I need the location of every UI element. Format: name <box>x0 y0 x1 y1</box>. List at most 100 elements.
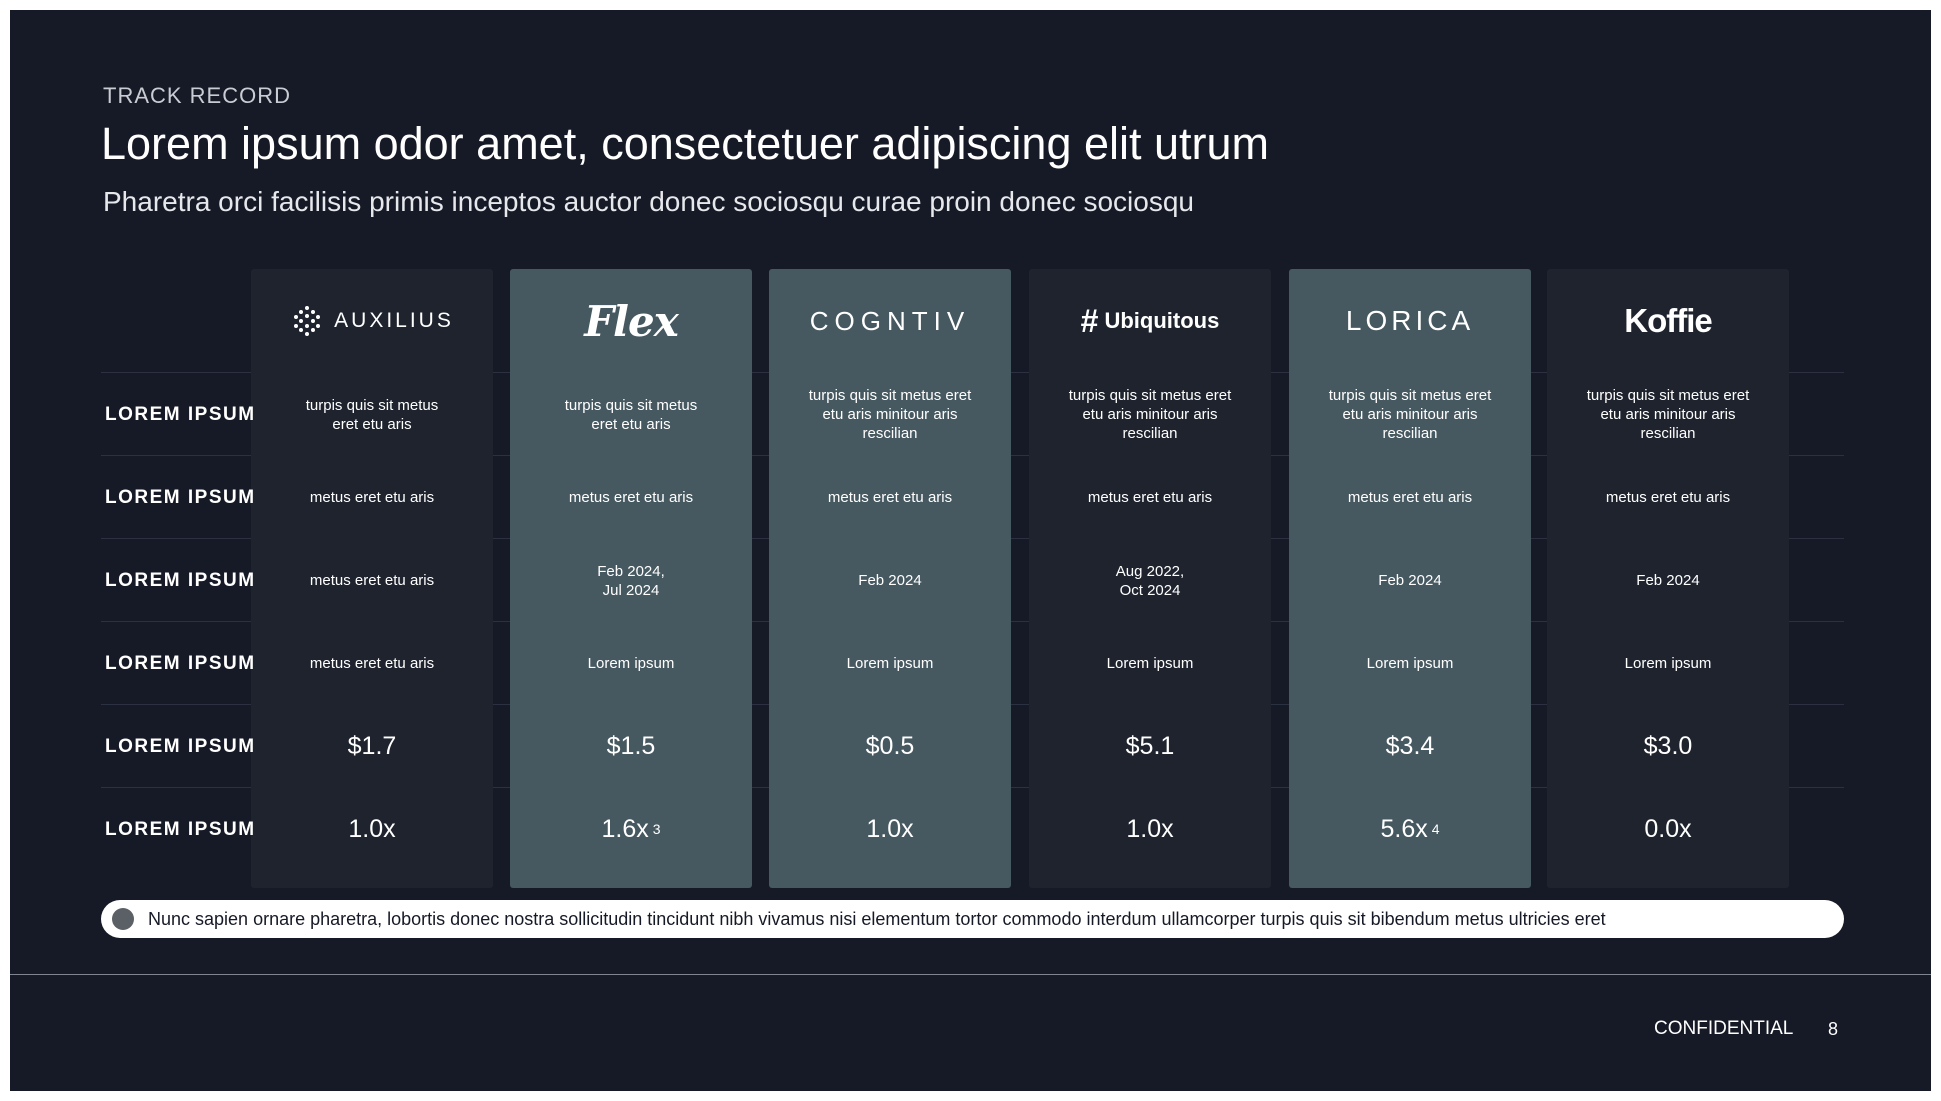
table-cell: $1.5 <box>520 705 742 788</box>
cell-value: Feb 2024, Jul 2024 <box>597 562 665 599</box>
table-cell: turpis quis sit metus eret etu aris mini… <box>1039 373 1261 456</box>
cell-value: Lorem ipsum <box>846 655 934 672</box>
cell-value: metus eret etu aris <box>309 572 435 589</box>
table-cell: metus eret etu aris <box>779 456 1001 539</box>
track-record-table: AUXILIUS turpis quis sit metus eret etu … <box>101 269 1844 888</box>
table-cell: 1.0x <box>1039 788 1261 871</box>
cell-value: $1.5 <box>606 732 656 760</box>
row-label: LOREM IPSUM <box>105 403 256 425</box>
table-cell: turpis quis sit metus eret etu aris mini… <box>1557 373 1779 456</box>
table-cell: Feb 2024 <box>1299 539 1521 622</box>
hexagon-dots-icon <box>294 306 321 336</box>
footnote-marker: 4 <box>1431 821 1440 837</box>
logo-text: COGNTIV <box>809 305 971 336</box>
cell-value: Feb 2024 <box>1636 572 1700 589</box>
logo-text: LORICA <box>1345 305 1475 336</box>
table-cell: metus eret etu aris <box>520 456 742 539</box>
table-cell: turpis quis sit metus eret etu aris mini… <box>1299 373 1521 456</box>
table-cell: Lorem ipsum <box>779 622 1001 705</box>
footnote-banner: Nunc sapien ornare pharetra, lobortis do… <box>101 900 1844 938</box>
cell-value: 0.0x <box>1644 815 1692 843</box>
cell-value: turpis quis sit metus eret etu aris mini… <box>1068 387 1232 442</box>
table-cell: $1.7 <box>261 705 483 788</box>
table-cell: turpis quis sit metus eret etu aris <box>520 373 742 456</box>
logo-auxilius: AUXILIUS <box>251 269 493 373</box>
table-cell: metus eret etu aris <box>1299 456 1521 539</box>
logo-flex: Flex <box>510 269 752 373</box>
cell-value: $3.0 <box>1643 732 1693 760</box>
table-cell: metus eret etu aris <box>1557 456 1779 539</box>
logo-text: Flex <box>584 296 679 346</box>
column-flex: Flex turpis quis sit metus eret etu aris… <box>510 269 752 888</box>
row-label: LOREM IPSUM <box>105 652 256 674</box>
column-lorica: LORICA turpis quis sit metus eret etu ar… <box>1289 269 1531 888</box>
table-cell: Lorem ipsum <box>520 622 742 705</box>
column-cogntiv: COGNTIV turpis quis sit metus eret etu a… <box>769 269 1011 888</box>
logo-text: AUXILIUS <box>334 309 454 332</box>
row-label: LOREM IPSUM <box>105 735 256 757</box>
cell-value: Feb 2024 <box>1378 572 1442 589</box>
cell-value: Feb 2024 <box>858 572 922 589</box>
cell-value: $1.7 <box>347 732 397 760</box>
table-cell: $5.1 <box>1039 705 1261 788</box>
table-cell: 1.0x <box>261 788 483 871</box>
cell-value: Lorem ipsum <box>587 655 675 672</box>
cell-value: metus eret etu aris <box>309 655 435 672</box>
cell-value: metus eret etu aris <box>827 489 953 506</box>
cell-value: Aug 2022, Oct 2024 <box>1115 562 1185 599</box>
logo-koffie: Koffie <box>1547 269 1789 373</box>
cell-value: Lorem ipsum <box>1106 655 1194 672</box>
table-cell: 5.6x 4 <box>1299 788 1521 871</box>
table-cell: 1.6x 3 <box>520 788 742 871</box>
footnote-text: Nunc sapien ornare pharetra, lobortis do… <box>148 908 1606 929</box>
cell-value: turpis quis sit metus eret etu aris mini… <box>808 387 972 442</box>
cell-value: $3.4 <box>1385 732 1435 760</box>
page-subtitle: Pharetra orci facilisis primis inceptos … <box>103 186 1194 217</box>
cell-value: $0.5 <box>865 732 915 760</box>
logo-ubiquitous: # Ubiquitous <box>1029 269 1271 373</box>
table-cell: turpis quis sit metus eret etu aris mini… <box>779 373 1001 456</box>
table-cell: Lorem ipsum <box>1299 622 1521 705</box>
table-cell: $0.5 <box>779 705 1001 788</box>
table-cell: Feb 2024, Jul 2024 <box>520 539 742 622</box>
footnote-marker: 3 <box>652 821 661 837</box>
table-cell: metus eret etu aris <box>261 456 483 539</box>
table-cell: $3.4 <box>1299 705 1521 788</box>
slide: TRACK RECORD Lorem ipsum odor amet, cons… <box>10 10 1931 1091</box>
page-title: Lorem ipsum odor amet, consectetuer adip… <box>101 118 1270 169</box>
table-cell: 1.0x <box>779 788 1001 871</box>
cell-value: $5.1 <box>1125 732 1175 760</box>
table-cell: turpis quis sit metus eret etu aris <box>261 373 483 456</box>
column-auxilius: AUXILIUS turpis quis sit metus eret etu … <box>251 269 493 888</box>
table-cell: metus eret etu aris <box>261 539 483 622</box>
cell-value: turpis quis sit metus eret etu aris <box>564 396 698 433</box>
column-koffie: Koffie turpis quis sit metus eret etu ar… <box>1547 269 1789 888</box>
cell-value: metus eret etu aris <box>1347 489 1473 506</box>
row-label: LOREM IPSUM <box>105 818 256 840</box>
table-cell: metus eret etu aris <box>1039 456 1261 539</box>
cell-value: 1.0x <box>348 815 396 843</box>
page-number: 8 <box>1828 1019 1839 1039</box>
column-ubiquitous: # Ubiquitous turpis quis sit metus eret … <box>1029 269 1271 888</box>
logo-cogntiv: COGNTIV <box>769 269 1011 373</box>
eyebrow-label: TRACK RECORD <box>103 83 292 108</box>
table-cell: Lorem ipsum <box>1039 622 1261 705</box>
cell-value: turpis quis sit metus eret etu aris <box>305 396 439 433</box>
cell-value: metus eret etu aris <box>1087 489 1213 506</box>
bullet-dot-icon <box>112 908 134 930</box>
confidential-label: CONFIDENTIAL <box>1654 1018 1794 1039</box>
cell-value: metus eret etu aris <box>568 489 694 506</box>
cell-value: 1.0x <box>1126 815 1174 843</box>
cell-value: turpis quis sit metus eret etu aris mini… <box>1328 387 1492 442</box>
cell-value: metus eret etu aris <box>309 489 435 506</box>
table-cell: Lorem ipsum <box>1557 622 1779 705</box>
footer-divider <box>10 974 1931 975</box>
cell-value: 1.6x <box>601 815 649 843</box>
table-cell: metus eret etu aris <box>261 622 483 705</box>
hash-icon: # <box>1080 302 1099 339</box>
table-cell: 0.0x <box>1557 788 1779 871</box>
logo-lorica: LORICA <box>1289 269 1531 373</box>
cell-value: 5.6x <box>1380 815 1428 843</box>
cell-value: Lorem ipsum <box>1624 655 1712 672</box>
cell-value: turpis quis sit metus eret etu aris mini… <box>1586 387 1750 442</box>
